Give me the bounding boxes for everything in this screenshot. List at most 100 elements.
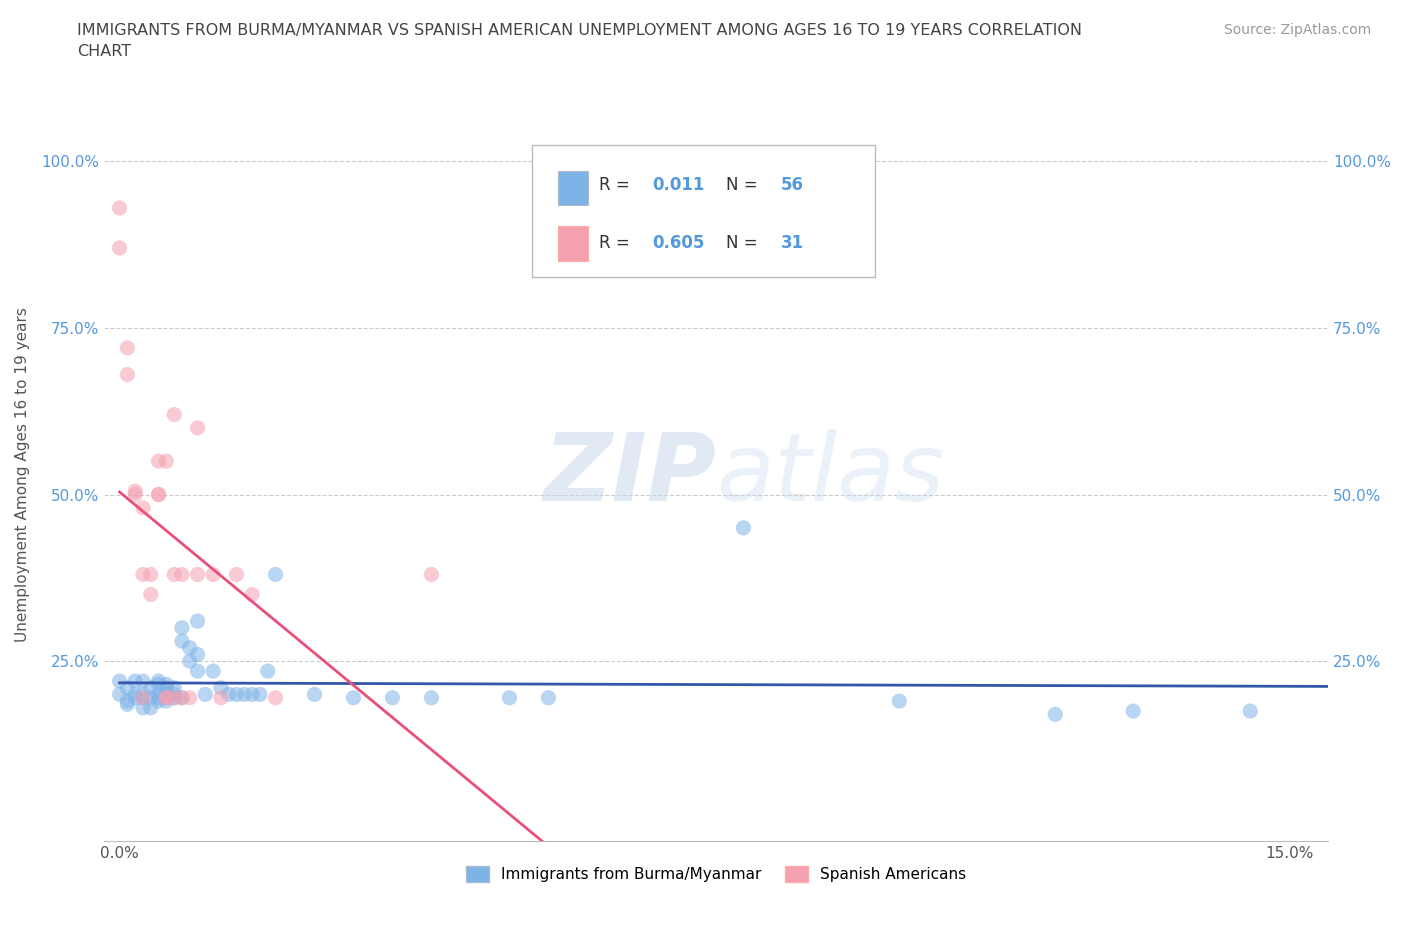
FancyBboxPatch shape	[558, 171, 588, 206]
Point	[139, 700, 162, 715]
Text: ZIP: ZIP	[543, 429, 716, 521]
Text: atlas: atlas	[716, 429, 945, 520]
Point	[155, 681, 177, 696]
Point	[537, 690, 560, 705]
Point	[148, 687, 170, 702]
Point	[155, 677, 177, 692]
Y-axis label: Unemployment Among Ages 16 to 19 years: Unemployment Among Ages 16 to 19 years	[15, 307, 30, 642]
Text: 0.011: 0.011	[652, 177, 704, 194]
Point	[139, 567, 162, 582]
Point	[225, 687, 247, 702]
Point	[163, 407, 186, 422]
Point	[1239, 704, 1261, 719]
Point	[194, 687, 217, 702]
Point	[1122, 704, 1144, 719]
Point	[117, 694, 139, 709]
FancyBboxPatch shape	[533, 145, 875, 276]
Point	[108, 241, 131, 256]
Point	[889, 694, 911, 709]
Point	[117, 681, 139, 696]
Point	[186, 614, 208, 629]
Point	[163, 690, 186, 705]
Point	[202, 664, 225, 679]
Point	[132, 700, 155, 715]
Point	[117, 340, 139, 355]
Point	[124, 673, 146, 688]
Point	[117, 697, 139, 711]
Point	[139, 681, 162, 696]
Text: 31: 31	[780, 234, 804, 252]
Text: R =: R =	[599, 234, 634, 252]
Point	[170, 690, 193, 705]
Point	[186, 647, 208, 662]
Point	[155, 454, 177, 469]
Point	[124, 687, 146, 702]
Legend: Immigrants from Burma/Myanmar, Spanish Americans: Immigrants from Burma/Myanmar, Spanish A…	[460, 860, 972, 888]
Point	[124, 487, 146, 502]
Point	[155, 690, 177, 705]
Point	[132, 567, 155, 582]
Point	[256, 664, 278, 679]
Point	[163, 681, 186, 696]
Point	[179, 690, 201, 705]
Point	[148, 487, 170, 502]
Point	[124, 484, 146, 498]
Point	[264, 567, 287, 582]
Point	[132, 690, 155, 705]
Point	[498, 690, 520, 705]
Point	[132, 673, 155, 688]
Point	[163, 567, 186, 582]
Text: 56: 56	[780, 177, 804, 194]
Point	[202, 567, 225, 582]
Text: 0.605: 0.605	[652, 234, 704, 252]
Point	[148, 487, 170, 502]
Point	[420, 567, 443, 582]
Point	[209, 681, 232, 696]
FancyBboxPatch shape	[558, 226, 588, 260]
Text: N =: N =	[725, 177, 762, 194]
Point	[108, 673, 131, 688]
Point	[264, 690, 287, 705]
Point	[225, 567, 247, 582]
Point	[170, 633, 193, 648]
Point	[155, 687, 177, 702]
Point	[381, 690, 404, 705]
Point	[139, 690, 162, 705]
Text: Source: ZipAtlas.com: Source: ZipAtlas.com	[1223, 23, 1371, 37]
Point	[170, 690, 193, 705]
Point	[186, 567, 208, 582]
Point	[108, 687, 131, 702]
Point	[108, 201, 131, 216]
Point	[148, 673, 170, 688]
Point	[132, 687, 155, 702]
Point	[132, 690, 155, 705]
Point	[124, 690, 146, 705]
Point	[148, 694, 170, 709]
Point	[163, 687, 186, 702]
Point	[148, 677, 170, 692]
Point	[155, 694, 177, 709]
Point	[132, 500, 155, 515]
Point	[163, 690, 186, 705]
Point	[155, 690, 177, 705]
Point	[304, 687, 326, 702]
Point	[179, 641, 201, 656]
Point	[139, 587, 162, 602]
Point	[148, 690, 170, 705]
Point	[342, 690, 364, 705]
Text: R =: R =	[599, 177, 634, 194]
Point	[233, 687, 256, 702]
Point	[240, 687, 263, 702]
Point	[733, 521, 755, 536]
Point	[420, 690, 443, 705]
Point	[1045, 707, 1067, 722]
Text: N =: N =	[725, 234, 762, 252]
Point	[240, 587, 263, 602]
Point	[170, 567, 193, 582]
Point	[218, 687, 240, 702]
Point	[186, 420, 208, 435]
Point	[179, 654, 201, 669]
Point	[249, 687, 271, 702]
Point	[186, 664, 208, 679]
Point	[117, 367, 139, 382]
